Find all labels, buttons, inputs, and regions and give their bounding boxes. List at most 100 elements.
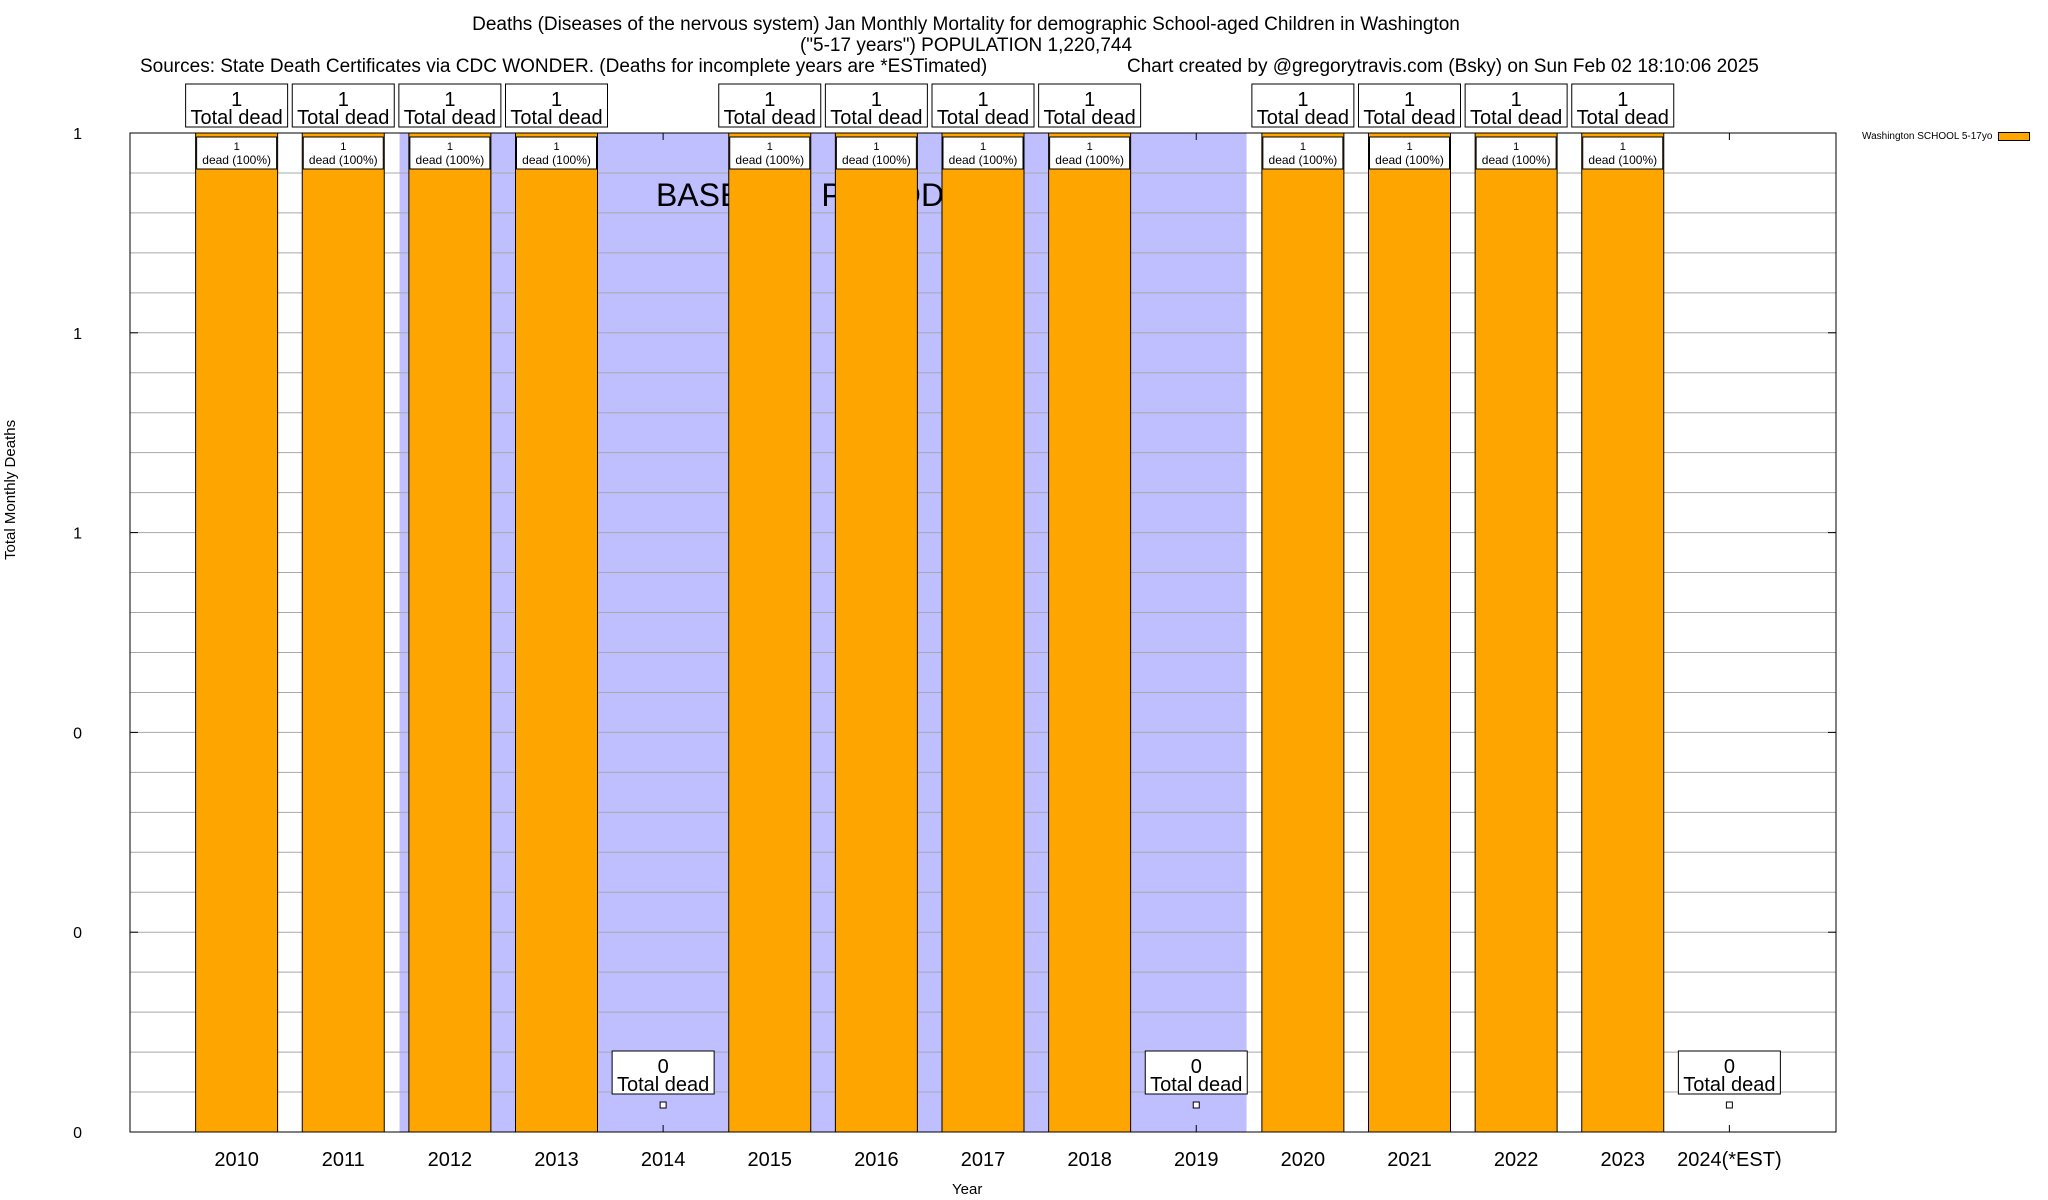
bar-inner-pct: dead (100%) bbox=[1055, 153, 1124, 167]
x-tick-label: 2014 bbox=[641, 1149, 686, 1171]
bar-inner-pct: dead (100%) bbox=[202, 153, 271, 167]
bar-inner-pct: dead (100%) bbox=[522, 153, 591, 167]
bar-inner-label-box bbox=[729, 136, 811, 170]
total-label-text: Total dead bbox=[1363, 107, 1455, 129]
x-tick-label: 2013 bbox=[534, 1149, 579, 1171]
x-tick-label: 2018 bbox=[1067, 1149, 1112, 1171]
x-tick-label: 2016 bbox=[854, 1149, 899, 1171]
total-label-count: 1 bbox=[1617, 89, 1628, 111]
bar-inner-label-box bbox=[409, 136, 491, 170]
y-tick-label: 0 bbox=[73, 725, 82, 742]
chart-subtitle: ("5-17 years") POPULATION 1,220,744 bbox=[799, 35, 1133, 56]
x-tick-label: 2023 bbox=[1601, 1149, 1646, 1171]
bar-inner-label-box bbox=[1262, 136, 1344, 170]
total-label-box bbox=[1251, 83, 1355, 128]
legend-label: Washington SCHOOL 5-17yo bbox=[1862, 131, 1993, 142]
total-label-box bbox=[1571, 83, 1675, 128]
total-label-count: 1 bbox=[871, 89, 882, 111]
bar-inner-count: 1 bbox=[1087, 141, 1093, 153]
bar-inner-label-box bbox=[835, 136, 917, 170]
total-label-box bbox=[185, 83, 289, 128]
total-label-box bbox=[1358, 83, 1461, 128]
total-label-box bbox=[931, 83, 1035, 128]
bar-2023 bbox=[1581, 132, 1665, 1133]
bar-2017 bbox=[941, 132, 1025, 1133]
zero-marker bbox=[659, 1101, 667, 1109]
total-label-count: 0 bbox=[1191, 1056, 1202, 1078]
total-label-count: 1 bbox=[1404, 89, 1415, 111]
total-label-text: Total dead bbox=[830, 107, 922, 129]
total-label-text: Total dead bbox=[297, 107, 389, 129]
bar-inner-count: 1 bbox=[1300, 141, 1306, 153]
total-label-box bbox=[1464, 83, 1568, 128]
total-label-text: Total dead bbox=[1150, 1074, 1242, 1096]
bar-2016 bbox=[834, 132, 918, 1133]
total-label-count: 1 bbox=[977, 89, 988, 111]
x-tick-label: 2022 bbox=[1494, 1149, 1539, 1171]
zero-marker bbox=[1192, 1101, 1200, 1109]
x-tick-label: 2011 bbox=[322, 1149, 365, 1171]
x-tick-label: 2015 bbox=[748, 1149, 793, 1171]
total-label-text: Total dead bbox=[1683, 1074, 1775, 1096]
total-label-text: Total dead bbox=[190, 107, 282, 129]
y-tick-label: 0 bbox=[73, 1125, 82, 1142]
bar-inner-label-box bbox=[1049, 136, 1131, 170]
total-label-box bbox=[611, 1050, 715, 1095]
bar-inner-label-box bbox=[302, 136, 384, 170]
y-axis-label: Total Monthly Deaths bbox=[2, 419, 19, 560]
total-label-text: Total dead bbox=[1577, 107, 1669, 129]
bar-inner-count: 1 bbox=[767, 141, 773, 153]
x-tick-label: 2024(*EST) bbox=[1677, 1149, 1782, 1171]
bar-inner-count: 1 bbox=[340, 141, 346, 153]
x-tick-label: 2021 bbox=[1387, 1149, 1432, 1171]
total-label-count: 1 bbox=[231, 89, 242, 111]
bar-inner-label-box bbox=[1582, 136, 1664, 170]
bar-inner-count: 1 bbox=[1513, 141, 1519, 153]
chart-sources: Sources: State Death Certificates via CD… bbox=[140, 56, 988, 77]
total-label-count: 1 bbox=[444, 89, 455, 111]
total-label-count: 1 bbox=[551, 89, 562, 111]
bar-inner-count: 1 bbox=[234, 141, 240, 153]
total-label-box bbox=[398, 83, 502, 128]
x-tick-label: 2020 bbox=[1281, 1149, 1326, 1171]
bar-inner-pct: dead (100%) bbox=[1588, 153, 1657, 167]
total-label-box bbox=[1038, 83, 1142, 128]
bar-inner-pct: dead (100%) bbox=[842, 153, 911, 167]
bar-inner-count: 1 bbox=[873, 141, 879, 153]
chart-sources-row: Sources: State Death Certificates via CD… bbox=[0, 56, 2048, 144]
bar-2022 bbox=[1474, 132, 1558, 1133]
total-label-count: 0 bbox=[658, 1056, 669, 1078]
legend: Washington SCHOOL 5-17yo bbox=[1862, 131, 2031, 142]
bar-2012 bbox=[408, 132, 492, 1133]
total-label-count: 1 bbox=[1297, 89, 1308, 111]
x-axis-label: Year bbox=[952, 1181, 983, 1198]
bar-inner-label-box bbox=[1475, 136, 1557, 170]
bar-2011 bbox=[301, 132, 385, 1133]
total-label-count: 1 bbox=[1511, 89, 1522, 111]
bar-inner-pct: dead (100%) bbox=[949, 153, 1018, 167]
bar-2015 bbox=[728, 132, 812, 1133]
bar-inner-pct: dead (100%) bbox=[1269, 153, 1338, 167]
bar-inner-count: 1 bbox=[447, 141, 453, 153]
bar-inner-pct: dead (100%) bbox=[1375, 153, 1444, 167]
bar-inner-label-box bbox=[942, 136, 1024, 170]
y-tick-label: 1 bbox=[73, 326, 82, 343]
total-label-box bbox=[1144, 1050, 1248, 1095]
bar-2018 bbox=[1048, 132, 1132, 1133]
x-tick-label: 2012 bbox=[428, 1149, 473, 1171]
total-label-text: Total dead bbox=[510, 107, 602, 129]
zero-marker bbox=[1725, 1101, 1733, 1109]
bar-inner-count: 1 bbox=[980, 141, 986, 153]
total-label-box bbox=[718, 83, 822, 128]
bar-inner-pct: dead (100%) bbox=[309, 153, 378, 167]
bar-inner-count: 1 bbox=[1620, 141, 1626, 153]
bar-inner-count: 1 bbox=[553, 141, 559, 153]
bar-2020 bbox=[1261, 132, 1345, 1133]
total-label-count: 1 bbox=[1084, 89, 1095, 111]
total-label-text: Total dead bbox=[724, 107, 816, 129]
x-tick-label: 2010 bbox=[214, 1149, 259, 1171]
total-label-text: Total dead bbox=[937, 107, 1029, 129]
total-label-text: Total dead bbox=[404, 107, 496, 129]
total-label-text: Total dead bbox=[1043, 107, 1135, 129]
